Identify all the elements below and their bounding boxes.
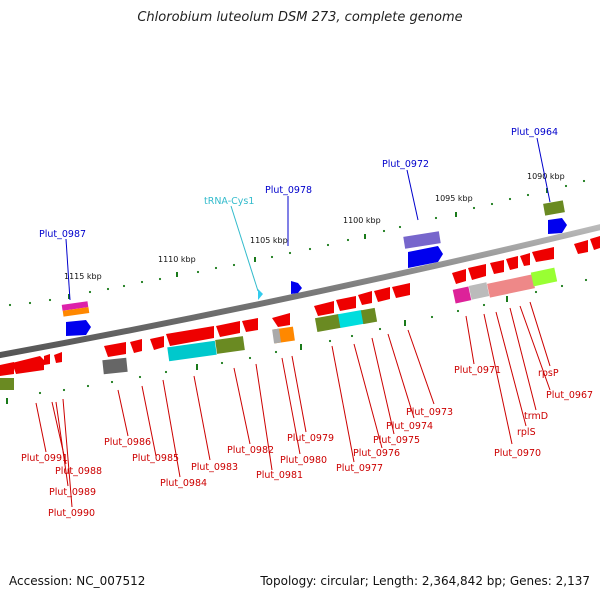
gene-rpls[interactable] xyxy=(490,260,504,274)
gene-plut-0985[interactable] xyxy=(130,339,142,353)
label-plut-0984: Plut_0984 xyxy=(160,478,207,489)
scale-label-1095: 1095 kbp xyxy=(435,194,473,203)
bottom-leaders xyxy=(35,301,551,508)
label-plut-0977: Plut_0977 xyxy=(336,463,383,474)
gene-plut-0987-domain-magenta[interactable] xyxy=(61,301,89,311)
scale-label-1105: 1105 kbp xyxy=(250,236,288,245)
gene-plut-0974[interactable] xyxy=(374,287,390,302)
label-plut-0971: Plut_0971 xyxy=(454,365,501,376)
gene-plut-0984-a[interactable] xyxy=(150,336,164,350)
label-plut-0986: Plut_0986 xyxy=(104,437,151,448)
label-plut-0985: Plut_0985 xyxy=(132,453,179,464)
label-plut-0981: Plut_0981 xyxy=(256,470,303,481)
label-plut-0979: Plut_0979 xyxy=(287,433,334,444)
gene-plut-0978[interactable] xyxy=(291,281,302,294)
map-title: Chlorobium luteolum DSM 273, complete ge… xyxy=(137,10,463,25)
gene-right-edge-b[interactable] xyxy=(590,236,600,250)
gene-rpsp-domain[interactable] xyxy=(530,267,558,287)
gene-plut-0972[interactable] xyxy=(408,246,443,268)
label-rpls: rplS xyxy=(517,427,536,438)
label-trmd: trmD xyxy=(524,411,548,422)
gene-plut-0982[interactable] xyxy=(242,318,258,332)
leader-plut-0987 xyxy=(65,238,71,301)
label-plut-0991: Plut_0991 xyxy=(21,453,68,464)
gene-plut-0981[interactable] xyxy=(272,313,290,327)
label-plut-0964: Plut_0964 xyxy=(511,127,558,138)
gene-plut-0988[interactable] xyxy=(12,356,44,374)
topology-text: Topology: circular; Length: 2,364,842 bp… xyxy=(260,574,590,588)
gene-plut-0977-domain[interactable] xyxy=(314,314,342,332)
gene-plut-0971[interactable] xyxy=(452,269,466,284)
gene-plut-0972-domain[interactable] xyxy=(403,231,441,249)
gene-plut-0984-domain[interactable] xyxy=(167,340,217,362)
genome-backbone xyxy=(0,224,600,359)
lower-track xyxy=(6,278,588,404)
label-plut-0982: Plut_0982 xyxy=(227,445,274,456)
gene-plut-0975[interactable] xyxy=(358,291,372,305)
gene-plut-0967[interactable] xyxy=(520,253,530,266)
leader-plut-0972 xyxy=(406,169,419,221)
gene-plut-0976[interactable] xyxy=(336,296,356,311)
label-plut-0990: Plut_0990 xyxy=(48,508,95,519)
label-plut-0980: Plut_0980 xyxy=(280,455,327,466)
accession-text: Accession: NC_007512 xyxy=(9,574,146,588)
label-plut-0973: Plut_0973 xyxy=(406,407,453,418)
gene-plut-0980-domain-grey[interactable] xyxy=(272,328,282,344)
trna-cys1-feature[interactable] xyxy=(258,289,263,300)
label-trna-cys1: tRNA-Cys1 xyxy=(204,196,254,207)
gene-plut-0977[interactable] xyxy=(314,301,334,316)
label-rpsp: rpsP xyxy=(538,368,559,379)
gene-rpls-domain[interactable] xyxy=(487,274,535,298)
gene-plut-0971-domain[interactable] xyxy=(452,286,472,304)
gene-plut-0991[interactable] xyxy=(0,362,14,376)
gene-plut-0989[interactable] xyxy=(44,354,50,365)
label-plut-0989: Plut_0989 xyxy=(49,487,96,498)
leader-plut-0964 xyxy=(536,137,551,203)
gene-plut-0970-domain[interactable] xyxy=(468,282,490,300)
gene-plut-0991-domain[interactable] xyxy=(0,378,14,390)
gene-rpsp[interactable] xyxy=(532,247,554,262)
tick-track xyxy=(8,179,586,307)
gene-plut-0983[interactable] xyxy=(216,321,240,337)
gene-plut-0975-domain[interactable] xyxy=(360,307,378,325)
scale-label-1110: 1110 kbp xyxy=(158,255,196,264)
gene-plut-0976-domain[interactable] xyxy=(337,310,365,328)
label-plut-0988: Plut_0988 xyxy=(55,466,102,477)
gene-plut-0983-domain[interactable] xyxy=(215,336,245,354)
gene-plut-0986-domain[interactable] xyxy=(102,357,128,375)
label-plut-0987: Plut_0987 xyxy=(39,229,86,240)
label-plut-0972: Plut_0972 xyxy=(382,159,429,170)
scale-label-1090: 1090 kbp xyxy=(527,172,565,181)
gene-plut-0987[interactable] xyxy=(66,320,91,336)
gene-plut-0984[interactable] xyxy=(166,326,214,346)
leader-trna-cys1 xyxy=(230,205,259,292)
label-plut-0967: Plut_0967 xyxy=(546,390,593,401)
gene-plut-0986[interactable] xyxy=(104,342,126,357)
scale-label-1115: 1115 kbp xyxy=(64,272,102,281)
gene-plut-0973[interactable] xyxy=(392,283,410,298)
gene-plut-0990[interactable] xyxy=(54,352,62,363)
gene-trmd[interactable] xyxy=(506,256,518,270)
label-plut-0976: Plut_0976 xyxy=(353,448,400,459)
gene-plut-0970[interactable] xyxy=(468,264,486,280)
gene-plut-0987-domain-orange[interactable] xyxy=(62,307,90,317)
label-plut-0983: Plut_0983 xyxy=(191,462,238,473)
forward-strand-genes xyxy=(61,200,567,336)
gene-plut-0964-domain[interactable] xyxy=(543,200,565,216)
gene-plut-0964[interactable] xyxy=(548,218,567,234)
label-plut-0974: Plut_0974 xyxy=(386,421,433,432)
label-plut-0978: Plut_0978 xyxy=(265,185,312,196)
reverse-strand-genes xyxy=(0,236,600,390)
gene-right-edge-a[interactable] xyxy=(574,240,588,254)
label-plut-0975: Plut_0975 xyxy=(373,435,420,446)
scale-label-1100: 1100 kbp xyxy=(343,216,381,225)
label-plut-0970: Plut_0970 xyxy=(494,448,541,459)
